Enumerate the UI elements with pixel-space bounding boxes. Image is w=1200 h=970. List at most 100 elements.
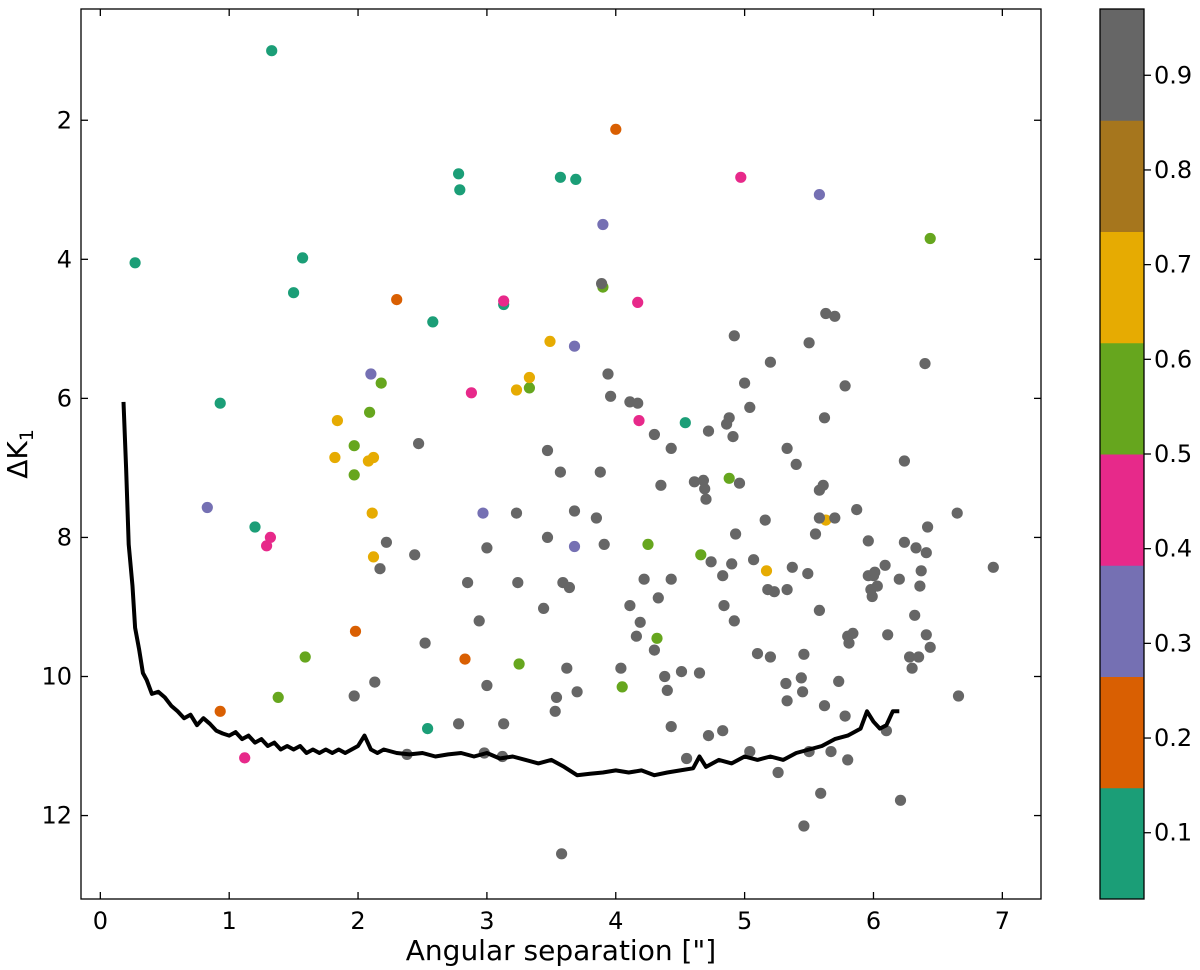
- x-tick-label: 2: [350, 907, 365, 935]
- scatter-point: [367, 551, 380, 563]
- scatter-point: [839, 380, 851, 392]
- plot-frame: [80, 8, 1042, 900]
- scatter-point: [693, 667, 706, 679]
- scatter-point: [365, 368, 377, 380]
- scatter-point: [699, 483, 711, 495]
- scatter-point: [717, 725, 729, 737]
- scatter-point: [914, 580, 926, 592]
- scatter-point: [523, 371, 536, 384]
- colorbar-segment: [1100, 565, 1144, 677]
- colorbar-tick-label: 0.3: [1154, 629, 1192, 657]
- scatter-point: [987, 561, 999, 573]
- x-tick-label: 5: [737, 907, 752, 935]
- scatter-point: [802, 568, 814, 580]
- y-axis: 2 4 6 8 10 12: [41, 106, 1041, 830]
- scatter-point: [651, 632, 663, 644]
- scatter-point: [366, 507, 378, 519]
- y-tick-label: 2: [57, 106, 72, 134]
- scatter-point: [847, 627, 859, 640]
- scatter-point: [665, 573, 677, 585]
- x-tick-label: 3: [479, 907, 494, 935]
- scatter-point: [422, 723, 434, 735]
- scatter-point: [820, 307, 832, 320]
- scatter-point: [427, 316, 439, 328]
- scatter-point: [561, 662, 573, 674]
- scatter-point: [602, 368, 614, 380]
- scatter-point: [299, 651, 311, 663]
- y-axis-label-group: ΔK1: [1, 429, 38, 479]
- scatter-point: [129, 257, 141, 269]
- colorbar-tick-label: 0.8: [1154, 156, 1192, 184]
- colorbar-tick-label: 0.4: [1154, 535, 1192, 563]
- scatter-point: [951, 507, 963, 519]
- scatter-point: [798, 648, 810, 660]
- scatter-point: [862, 535, 874, 547]
- scatter-point: [481, 679, 493, 692]
- scatter-point: [538, 602, 550, 615]
- scatter-point: [594, 466, 606, 478]
- scatter-point: [871, 580, 883, 592]
- scatter-point: [728, 330, 740, 342]
- scatter-point: [842, 754, 854, 766]
- scatter-point: [825, 746, 837, 758]
- scatter-point: [829, 512, 841, 524]
- scatter-point: [554, 466, 567, 478]
- scatter-point: [615, 662, 627, 674]
- x-axis: 0 1 2 3 4 5 6 7: [93, 9, 1010, 935]
- colorbar-tick-label: 0.2: [1154, 724, 1192, 752]
- colorbar: 0.1 0.2 0.3 0.4 0.5 0.6 0.7 0.8 0.9: [1099, 8, 1192, 900]
- scatter-point: [665, 721, 677, 733]
- scatter-point: [610, 123, 622, 135]
- scatter-point: [477, 507, 489, 519]
- scatter-point: [648, 644, 661, 656]
- scatter-point: [570, 173, 582, 185]
- scatter-point: [772, 766, 784, 779]
- scatter-point: [813, 189, 826, 201]
- scatter-point: [809, 528, 822, 540]
- scatter-point: [239, 752, 251, 764]
- y-tick-label: 10: [41, 663, 72, 691]
- scatter-point: [920, 629, 932, 641]
- scatter-point: [616, 681, 628, 693]
- colorbar-segment: [1100, 454, 1144, 566]
- scatter-point: [369, 676, 381, 688]
- scatter-point: [780, 677, 792, 690]
- scatter-point: [556, 848, 568, 860]
- scatter-point: [605, 390, 617, 402]
- colorbar-segment: [1100, 120, 1144, 232]
- scatter-point: [348, 440, 360, 452]
- points-layer: [129, 45, 999, 860]
- scatter-point: [795, 672, 807, 684]
- scatter-point: [465, 387, 477, 399]
- colorbar-segment: [1100, 9, 1144, 121]
- scatter-point: [768, 586, 780, 598]
- scatter-point: [790, 458, 802, 470]
- scatter-point: [214, 397, 226, 409]
- scatter-point: [409, 549, 421, 561]
- scatter-point: [462, 577, 474, 589]
- scatter-point: [781, 584, 793, 596]
- scatter-point: [915, 565, 927, 577]
- scatter-point: [364, 406, 376, 418]
- scatter-point: [723, 412, 735, 424]
- scatter-point: [781, 442, 793, 454]
- scatter-point: [717, 570, 729, 582]
- scatter-point: [759, 514, 771, 526]
- scatter-point: [730, 528, 742, 540]
- scatter-point: [374, 563, 386, 575]
- scatter-point: [851, 504, 863, 516]
- scatter-point: [913, 651, 925, 663]
- scatter-point: [266, 45, 278, 57]
- scatter-point: [764, 356, 777, 368]
- scatter-point: [786, 561, 798, 573]
- x-tick-label: 1: [222, 907, 237, 935]
- colorbar-tick-label: 0.1: [1154, 819, 1192, 847]
- scatter-point: [380, 536, 392, 548]
- colorbar-segment: [1100, 342, 1144, 455]
- scatter-point: [568, 505, 581, 517]
- scatter-point: [760, 565, 773, 577]
- scatter-point: [568, 540, 581, 553]
- scatter-point: [349, 625, 362, 637]
- scatter-point: [598, 538, 610, 551]
